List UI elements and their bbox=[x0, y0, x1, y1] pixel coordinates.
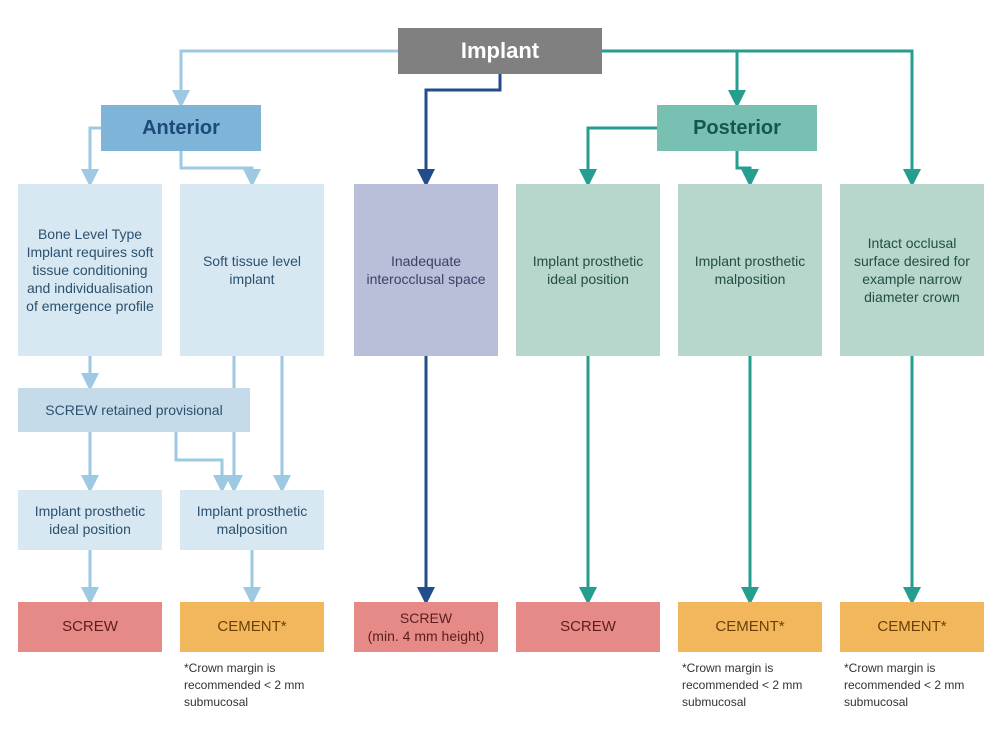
footnote-fn3: *Crown margin is recommended < 2 mm subm… bbox=[844, 660, 984, 710]
node-r_cement2: CEMENT* bbox=[678, 602, 822, 652]
node-ideal_pos_a: Implant prosthetic ideal position bbox=[18, 490, 162, 550]
node-implant: Implant bbox=[398, 28, 602, 74]
node-r_screw3: SCREW bbox=[516, 602, 660, 652]
node-screw_prov: SCREW retained provisional bbox=[18, 388, 250, 432]
node-r_screw2: SCREW (min. 4 mm height) bbox=[354, 602, 498, 652]
edge bbox=[588, 128, 657, 184]
node-malpos_p: Implant prosthetic malposition bbox=[678, 184, 822, 356]
node-inadequate: Inadequate interocclusal space bbox=[354, 184, 498, 356]
node-ideal_pos_p: Implant prosthetic ideal position bbox=[516, 184, 660, 356]
edge bbox=[426, 74, 500, 184]
node-anterior: Anterior bbox=[101, 105, 261, 151]
footnote-fn2: *Crown margin is recommended < 2 mm subm… bbox=[682, 660, 822, 710]
node-bone_level: Bone Level Type Implant requires soft ti… bbox=[18, 184, 162, 356]
node-posterior: Posterior bbox=[657, 105, 817, 151]
node-malpos_a: Implant prosthetic malposition bbox=[180, 490, 324, 550]
node-soft_tissue: Soft tissue level implant bbox=[180, 184, 324, 356]
edge bbox=[90, 128, 101, 184]
node-r_screw1: SCREW bbox=[18, 602, 162, 652]
node-r_cement1: CEMENT* bbox=[180, 602, 324, 652]
node-r_cement3: CEMENT* bbox=[840, 602, 984, 652]
edge bbox=[176, 432, 222, 490]
edge bbox=[737, 151, 750, 184]
node-intact_occ: Intact occlusal surface desired for exam… bbox=[840, 184, 984, 356]
edge bbox=[181, 151, 252, 184]
footnote-fn1: *Crown margin is recommended < 2 mm subm… bbox=[184, 660, 324, 710]
edge bbox=[181, 51, 398, 105]
